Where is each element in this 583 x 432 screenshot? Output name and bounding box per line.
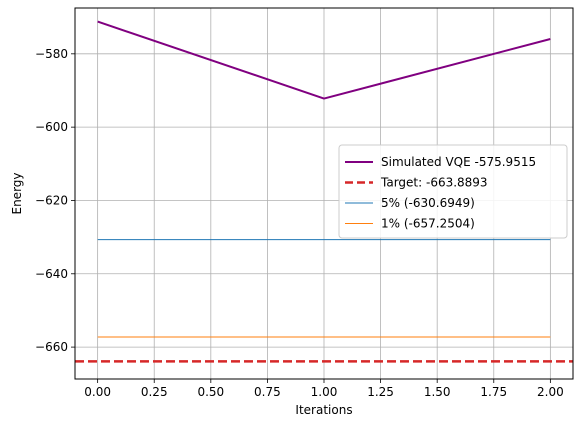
y-tick-label-3: −640	[35, 267, 68, 281]
x-tick-label-4: 1.00	[311, 385, 338, 399]
x-tick-label-8: 2.00	[537, 385, 564, 399]
legend-entry-3: 1% (-657.2504)	[381, 217, 475, 231]
x-tick-label-0: 0.00	[84, 385, 111, 399]
legend: Simulated VQE -575.9515 Target: -663.8893…	[338, 144, 568, 239]
series-line-0	[97, 20, 551, 100]
plot-series	[75, 20, 573, 363]
x-tick-label-7: 1.75	[480, 385, 507, 399]
y-tick-label-2: −620	[35, 193, 68, 207]
legend-entry-0: Simulated VQE -575.9515	[381, 155, 536, 169]
x-tick-label-2: 0.50	[197, 385, 224, 399]
x-axis-label: Iterations	[295, 403, 352, 417]
legend-entry-1: Target: -663.8893	[380, 176, 488, 190]
y-tick-label-4: −660	[35, 340, 68, 354]
y-tick-label-0: −580	[35, 47, 68, 61]
x-tick-label-5: 1.25	[367, 385, 394, 399]
y-tick-label-1: −600	[35, 120, 68, 134]
x-tick-label-6: 1.50	[424, 385, 451, 399]
legend-box	[338, 144, 568, 239]
x-axis-ticks: 0.00 0.25 0.50 0.75 1.00 1.25 1.50 1.75 2.00	[84, 379, 564, 399]
y-axis-ticks: −580 −600 −620 −640 −660	[35, 47, 75, 354]
y-axis-label: Energy	[10, 172, 24, 214]
x-tick-label-1: 0.25	[141, 385, 168, 399]
x-tick-label-3: 0.75	[254, 385, 281, 399]
legend-entry-2: 5% (-630.6949)	[381, 196, 475, 210]
